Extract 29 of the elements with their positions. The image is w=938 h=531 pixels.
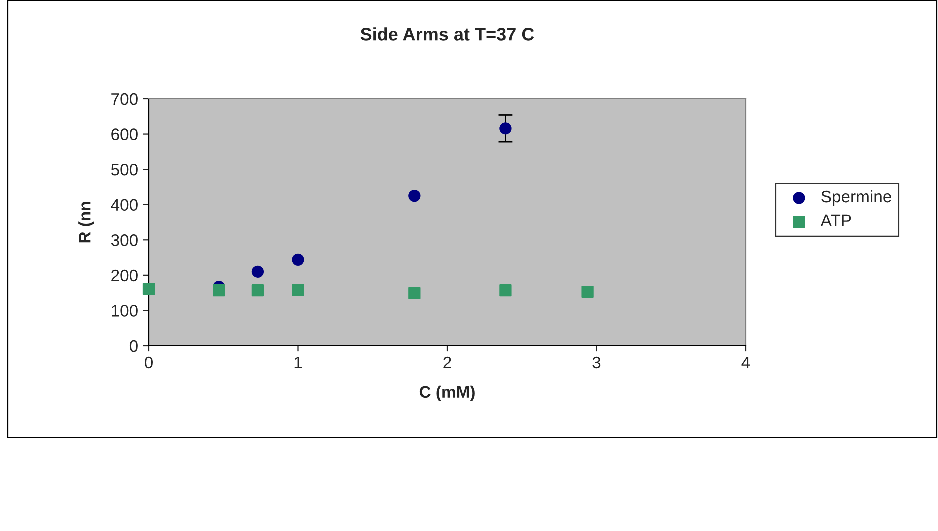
x-tick-label: 1 [294, 357, 302, 368]
y-axis-title: R (nn [78, 202, 94, 243]
point [500, 122, 512, 135]
point [292, 254, 304, 266]
y-tick-label: 400 [111, 199, 138, 212]
y-tick-label: 200 [112, 270, 138, 282]
x-tick-label: 3 [592, 356, 601, 369]
point [252, 266, 264, 278]
x-axis-title: C (mM) [420, 386, 475, 402]
x-tick-label: 0 [145, 356, 153, 369]
point [142, 283, 156, 296]
point [500, 284, 512, 297]
y-tick-label: 300 [111, 234, 138, 246]
y-tick-label: 700 [112, 93, 138, 106]
point [408, 190, 421, 202]
point [408, 287, 421, 300]
point [252, 284, 264, 297]
legend-label: Spermine [822, 190, 892, 206]
point [582, 286, 594, 298]
legend-label: ATP [820, 214, 852, 226]
y-tick-label: 0 [130, 340, 138, 352]
point [213, 284, 226, 297]
x-tick-label: 4 [742, 357, 750, 368]
chart-title: Side Arms at T=37 C [360, 28, 534, 41]
x-tick-label: 2 [444, 356, 452, 368]
point [292, 284, 304, 296]
y-tick-label: 500 [111, 164, 138, 176]
y-tick-label: 600 [112, 128, 138, 140]
y-tick-label: 100 [112, 305, 138, 317]
